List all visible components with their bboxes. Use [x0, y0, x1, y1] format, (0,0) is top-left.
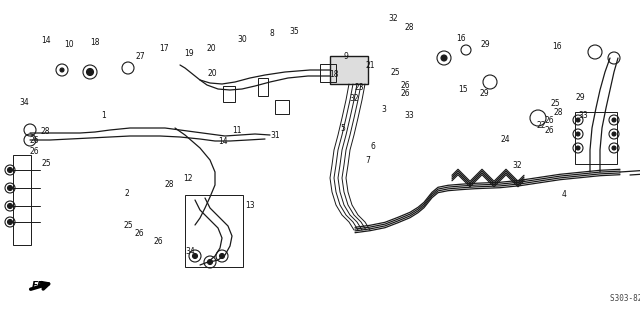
Text: 29: 29: [480, 40, 490, 49]
Text: 35: 35: [289, 27, 300, 36]
Text: 14: 14: [218, 137, 228, 146]
Bar: [275, 100, 289, 114]
Text: 2: 2: [124, 189, 129, 198]
Circle shape: [8, 186, 13, 191]
Text: 33: 33: [404, 111, 415, 120]
Text: 5: 5: [340, 124, 345, 133]
Text: 26: 26: [544, 116, 554, 125]
Circle shape: [86, 69, 93, 75]
Bar: [330, 56, 368, 84]
Text: FR.: FR.: [32, 280, 49, 290]
Circle shape: [8, 167, 13, 172]
Text: 25: 25: [390, 68, 401, 77]
Text: 13: 13: [244, 201, 255, 209]
Text: 25: 25: [550, 100, 561, 108]
Text: 3: 3: [381, 105, 387, 114]
Text: 19: 19: [184, 49, 194, 58]
Circle shape: [8, 203, 13, 208]
Text: 17: 17: [159, 44, 169, 53]
Text: 10: 10: [64, 40, 74, 49]
Text: 26: 26: [29, 136, 40, 145]
Text: 33: 33: [579, 111, 589, 120]
Text: 22: 22: [537, 121, 546, 130]
Text: 26: 26: [401, 90, 411, 98]
Text: 4: 4: [562, 190, 567, 198]
Text: 23: 23: [355, 83, 365, 92]
Text: 21: 21: [365, 61, 374, 70]
Text: 16: 16: [456, 34, 466, 43]
Circle shape: [576, 118, 580, 122]
Text: 6: 6: [370, 142, 375, 151]
Bar: [223, 86, 235, 102]
Text: 26: 26: [154, 237, 164, 245]
Text: 34: 34: [19, 98, 29, 107]
Circle shape: [441, 55, 447, 61]
Text: 28: 28: [40, 127, 49, 136]
Bar: [258, 78, 268, 96]
Text: 8: 8: [269, 29, 275, 38]
Bar: [320, 64, 336, 82]
Circle shape: [612, 118, 616, 122]
Text: 26: 26: [544, 126, 554, 135]
Text: 31: 31: [270, 131, 280, 140]
Bar: [575, 112, 617, 164]
Text: 1: 1: [101, 111, 106, 120]
Bar: [13, 155, 31, 245]
Text: 9: 9: [343, 52, 348, 61]
Text: 12: 12: [183, 174, 192, 183]
Text: 34: 34: [185, 247, 195, 255]
Circle shape: [220, 254, 225, 259]
Text: 18: 18: [330, 70, 339, 79]
Text: 27: 27: [136, 52, 146, 61]
Text: 16: 16: [552, 42, 562, 51]
Circle shape: [612, 132, 616, 136]
Circle shape: [8, 219, 13, 224]
Circle shape: [193, 254, 198, 259]
Circle shape: [576, 132, 580, 136]
Text: 32: 32: [349, 94, 360, 103]
Text: 20: 20: [207, 69, 218, 78]
Text: 26: 26: [134, 229, 145, 238]
Text: 25: 25: [41, 159, 51, 168]
Text: 18: 18: [90, 38, 99, 47]
Text: 26: 26: [29, 147, 40, 156]
Text: 32: 32: [388, 14, 398, 23]
Text: 29: 29: [575, 93, 585, 102]
Circle shape: [60, 68, 64, 72]
Text: 29: 29: [479, 90, 489, 98]
Text: 28: 28: [165, 180, 174, 189]
Text: 7: 7: [365, 156, 370, 165]
Text: 30: 30: [237, 35, 247, 44]
Text: 14: 14: [41, 36, 51, 45]
Text: 25: 25: [123, 221, 133, 230]
Text: S303-82510 A: S303-82510 A: [610, 294, 640, 303]
Circle shape: [576, 146, 580, 150]
Text: 11: 11: [232, 126, 241, 135]
Text: 15: 15: [458, 85, 468, 94]
Text: 28: 28: [405, 23, 414, 32]
Text: 28: 28: [554, 108, 563, 116]
Circle shape: [612, 146, 616, 150]
Circle shape: [207, 259, 212, 264]
Bar: [185, 195, 243, 267]
Text: 20: 20: [206, 44, 216, 53]
Text: 32: 32: [512, 161, 522, 170]
Text: 24: 24: [500, 135, 511, 144]
Text: 26: 26: [401, 81, 411, 90]
